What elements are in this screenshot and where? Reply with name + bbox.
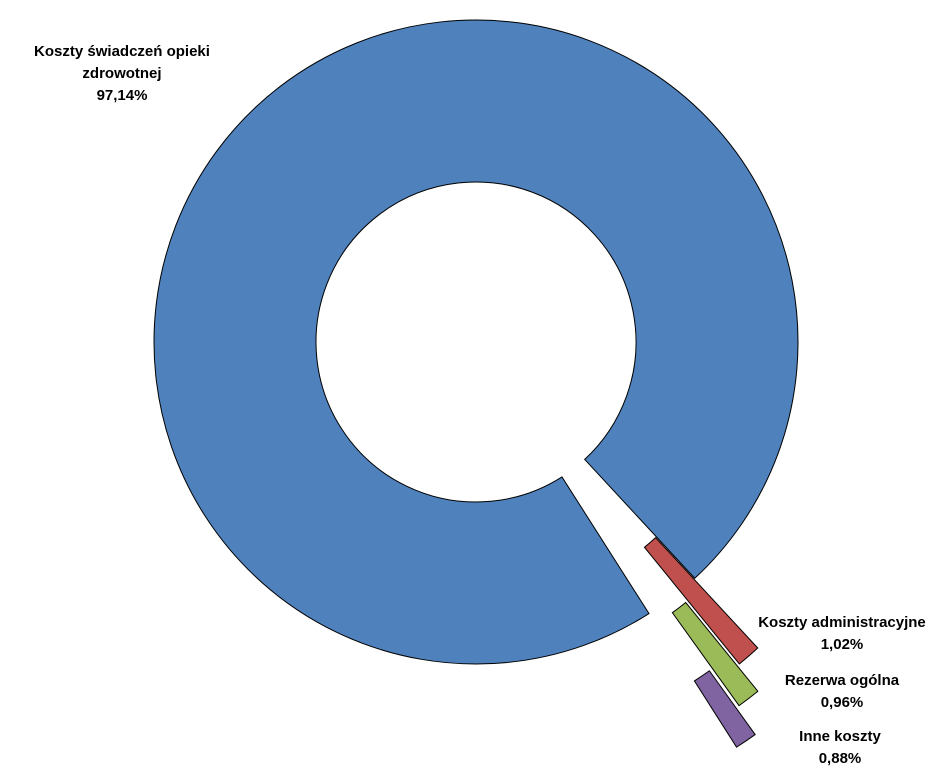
label-rezerwa-ogolna-value: 0,96% — [820, 694, 864, 711]
label-inne-koszty-value: 0,88% — [818, 750, 862, 767]
label-inne-koszty: Inne koszty 0,88% — [776, 726, 904, 770]
slice-rezerwa-ogolna — [671, 601, 759, 707]
slice-koszty-administracyjne — [643, 536, 759, 665]
slice-koszty-swiadczen — [153, 19, 799, 665]
label-koszty-swiadczen-line2: zdrowotnej — [82, 65, 162, 82]
label-koszty-administracyjne: Koszty administracyjne 1,02% — [738, 612, 946, 656]
label-rezerwa-ogolna-name: Rezerwa ogólna — [784, 672, 900, 689]
label-koszty-swiadczen-value: 97,14% — [96, 87, 148, 104]
label-koszty-swiadczen: Koszty świadczeń opieki zdrowotnej 97,14… — [2, 41, 242, 107]
label-koszty-administracyjne-value: 1,02% — [820, 636, 864, 653]
label-rezerwa-ogolna: Rezerwa ogólna 0,96% — [762, 670, 922, 714]
label-inne-koszty-name: Inne koszty — [799, 728, 881, 745]
slice-inne-koszty — [693, 670, 756, 748]
label-koszty-administracyjne-name: Koszty administracyjne — [758, 614, 926, 631]
label-koszty-swiadczen-line1: Koszty świadczeń opieki — [34, 43, 210, 60]
